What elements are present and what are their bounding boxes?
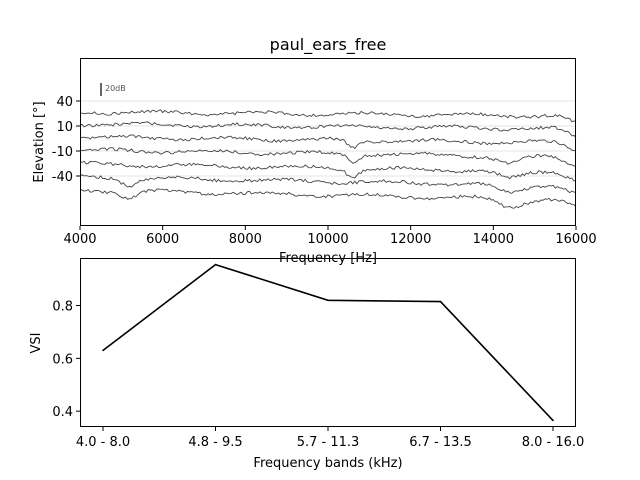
hrtf-trace (79, 188, 577, 209)
hrtf-x-ticks: 4000 6000 8000 10000 12000 14000 16000 (63, 226, 597, 247)
vsi-y-tick-label: 0.8 (52, 300, 73, 315)
vsi-x-tick-label: 5.7 - 11.3 (297, 435, 360, 450)
vsi-y-tick-label: 0.4 (52, 405, 73, 420)
hrtf-y-tick-label: 10 (56, 120, 73, 135)
vsi-y-axis-label: VSI (29, 333, 44, 354)
hrtf-x-tick-label: 10000 (307, 232, 348, 247)
vsi-x-tick-label: 8.0 - 16.0 (522, 435, 585, 450)
hrtf-trace (79, 160, 577, 182)
vsi-point (439, 300, 442, 303)
hrtf-y-tick-label: 40 (56, 95, 73, 110)
vsi-x-tick-label: 6.7 - 13.5 (409, 435, 472, 450)
hrtf-x-tick-label: 6000 (146, 232, 179, 247)
hrtf-x-tick-label: 8000 (229, 232, 262, 247)
hrtf-traces (79, 109, 577, 209)
hrtf-trace (79, 134, 577, 152)
hrtf-x-tick-label: 16000 (555, 232, 596, 247)
hrtf-y-axis-label: Elevation [°] (32, 101, 47, 182)
hrtf-y-tick-label: -40 (52, 170, 73, 185)
vsi-plot-frame (80, 258, 576, 427)
scale-bar-label: 20dB (105, 84, 126, 93)
hrtf-plot-frame (80, 58, 576, 226)
hrtf-x-tick-label: 14000 (473, 232, 514, 247)
hrtf-chart-title: paul_ears_free (270, 35, 387, 55)
hrtf-y-tick-label: -10 (52, 145, 73, 160)
vsi-points (102, 263, 554, 422)
scale-bar: 20dB (100, 83, 126, 96)
vsi-point (102, 349, 104, 352)
vsi-point (327, 299, 329, 302)
vsi-point (552, 419, 554, 422)
hrtf-panel: paul_ears_free 20dB 4000 6000 8000 10000 120… (32, 35, 597, 266)
vsi-x-tick-label: 4.0 - 8.0 (76, 435, 130, 450)
vsi-y-ticks: 0.4 0.6 0.8 (52, 300, 80, 420)
hrtf-trace (80, 109, 577, 123)
hrtf-gridlines (80, 100, 576, 177)
hrtf-y-ticks: 40 10 -10 -40 (52, 95, 80, 185)
hrtf-trace (79, 121, 577, 138)
vsi-x-axis-label: Frequency bands (kHz) (253, 456, 402, 471)
hrtf-x-tick-label: 4000 (63, 232, 96, 247)
vsi-x-ticks: 4.0 - 8.0 4.8 - 9.5 5.7 - 11.3 6.7 - 13.5 8.… (76, 427, 584, 450)
vsi-x-tick-label: 4.8 - 9.5 (188, 435, 242, 450)
vsi-panel: 4.0 - 8.0 4.8 - 9.5 5.7 - 11.3 6.7 - 13.5 8.… (29, 258, 584, 471)
hrtf-trace (79, 174, 577, 194)
vsi-y-tick-label: 0.6 (52, 352, 73, 367)
hrtf-x-tick-label: 12000 (390, 232, 431, 247)
hrtf-trace (79, 147, 577, 168)
vsi-point (214, 263, 217, 266)
